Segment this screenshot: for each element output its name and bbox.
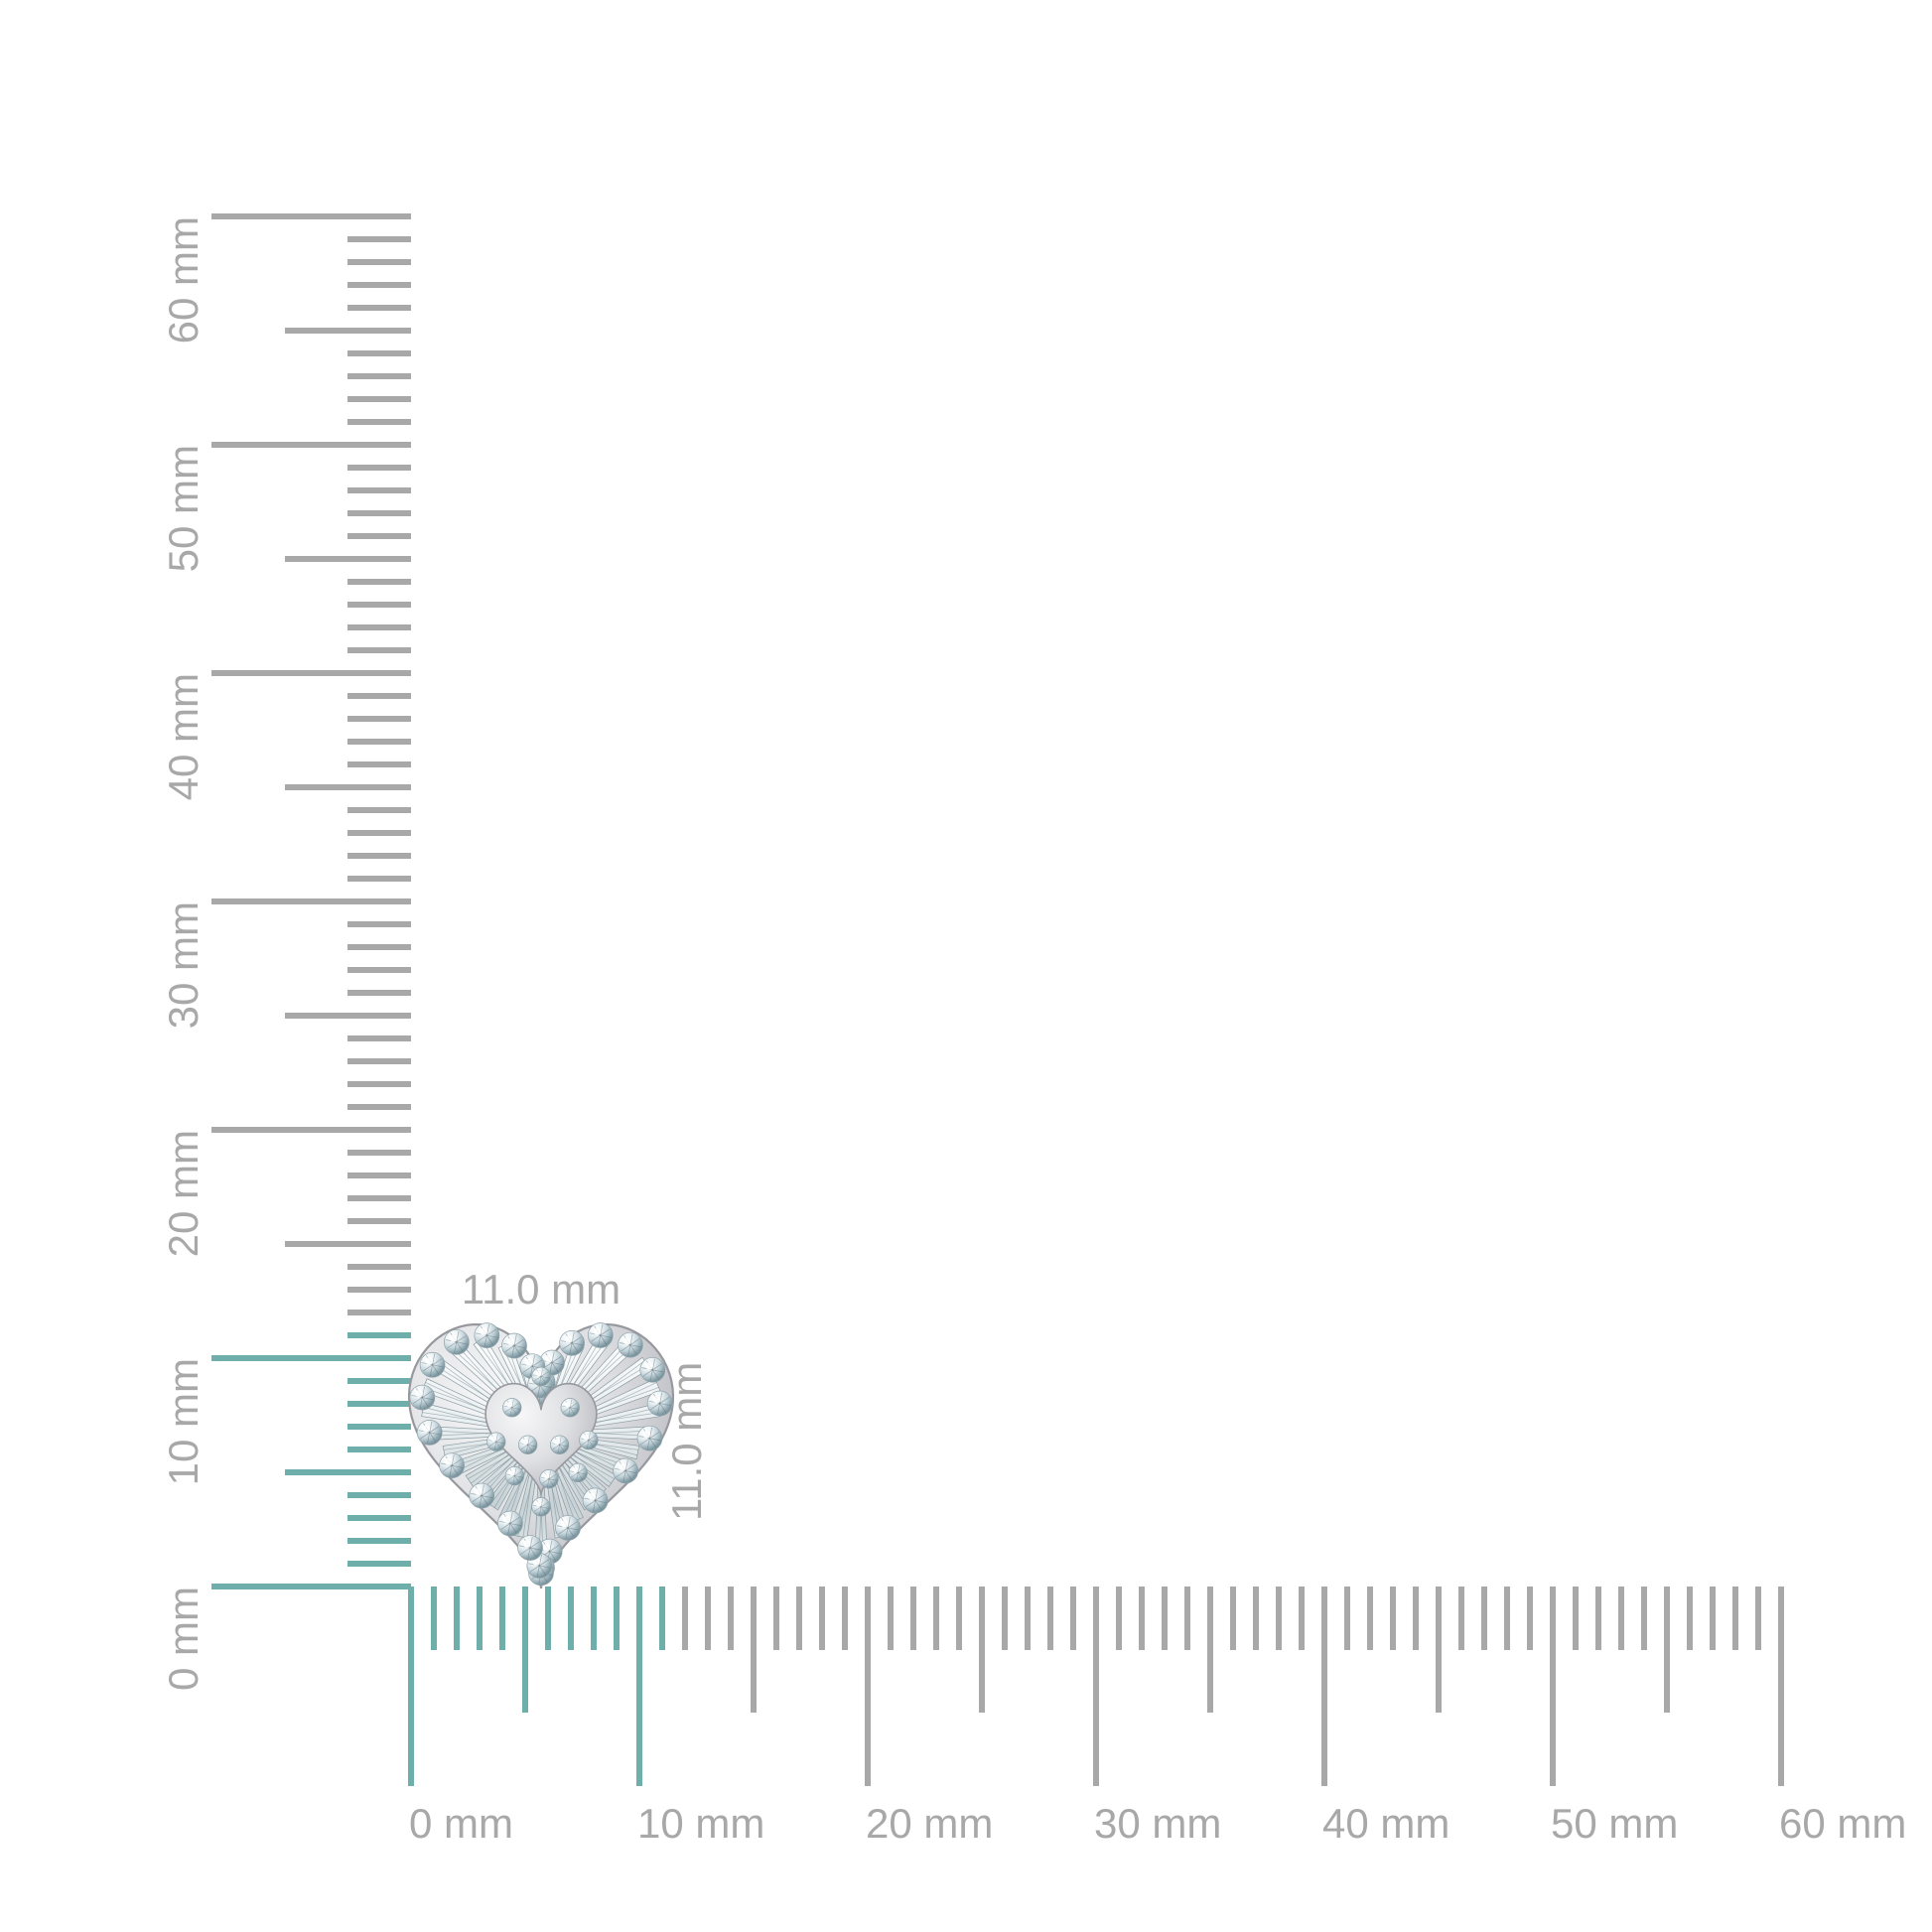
svg-text:11.0 mm: 11.0 mm	[462, 1266, 621, 1312]
svg-text:11.0 mm: 11.0 mm	[663, 1362, 710, 1521]
